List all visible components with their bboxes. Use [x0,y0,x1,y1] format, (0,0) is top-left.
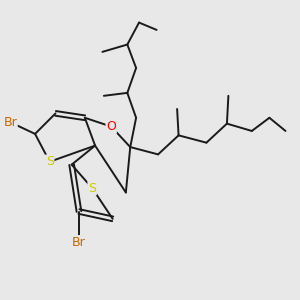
Text: O: O [106,120,116,133]
Text: Br: Br [72,236,86,249]
Text: S: S [46,155,54,168]
Text: S: S [88,182,96,195]
Text: Br: Br [3,116,17,129]
